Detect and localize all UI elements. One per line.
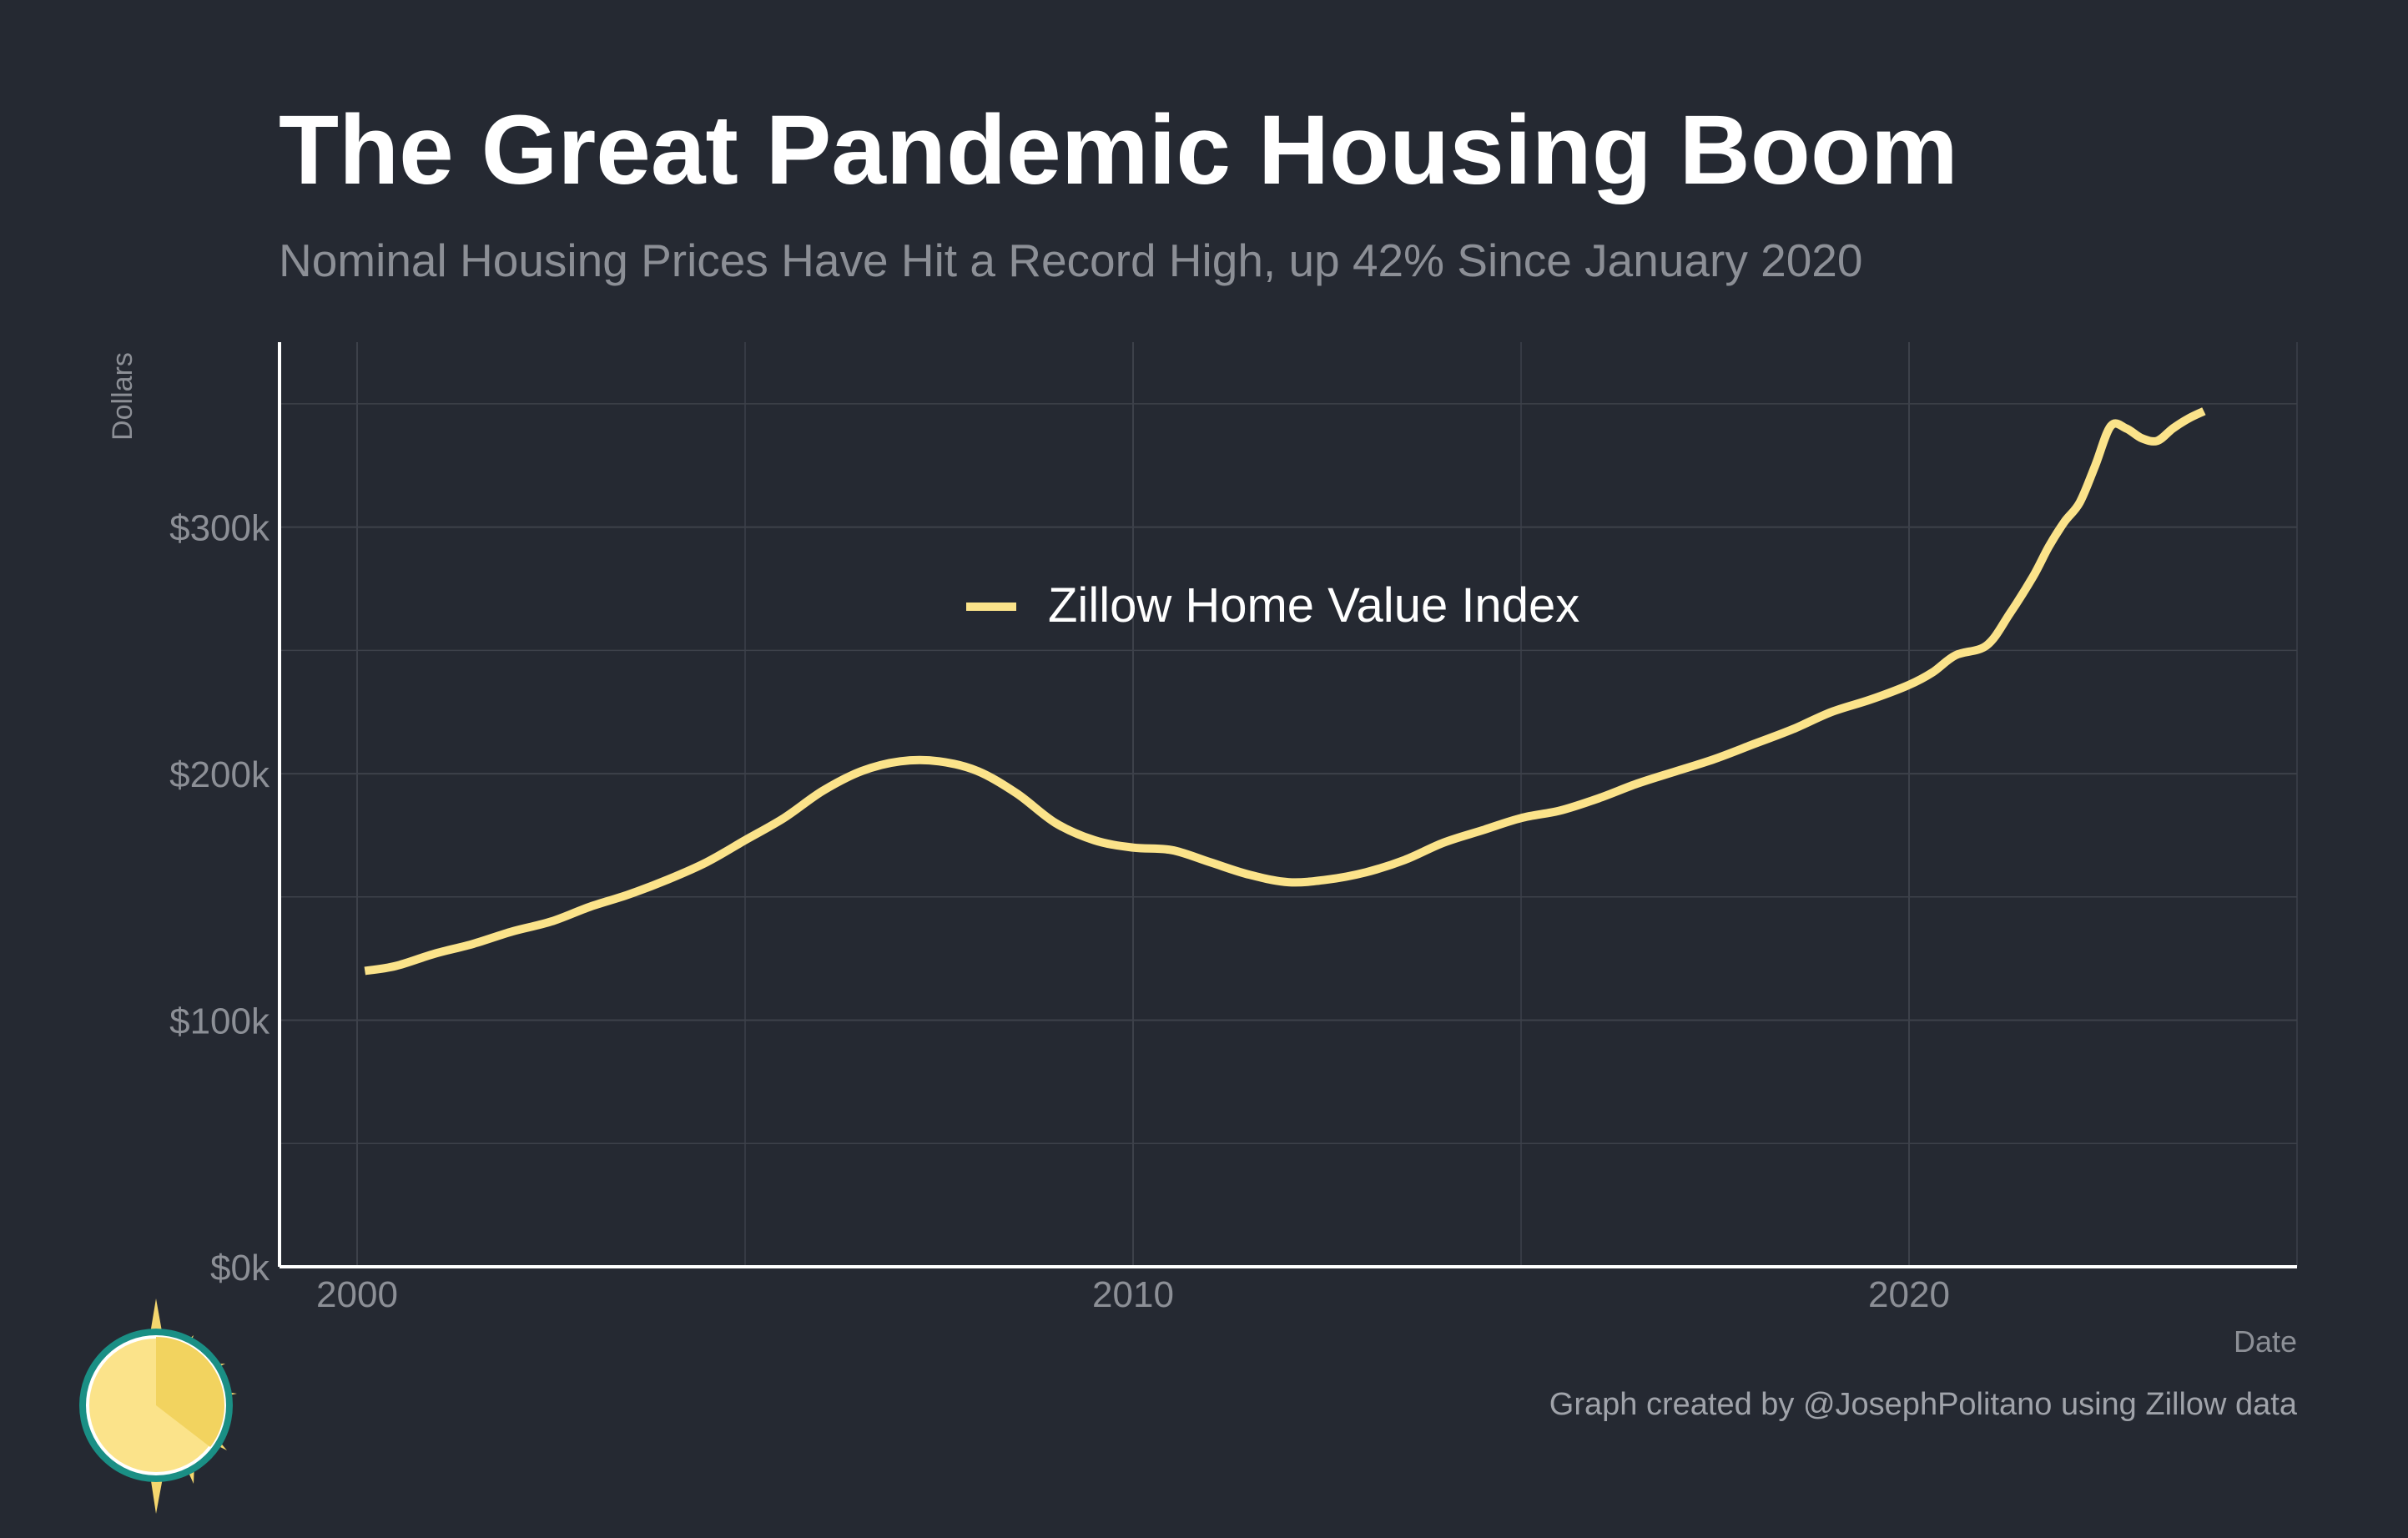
x-axis-label: Date: [2234, 1324, 2297, 1359]
x-tick-label: 2000: [316, 1274, 398, 1315]
y-tick-label: $100k: [169, 1001, 270, 1042]
source-caption: Graph created by @JosephPolitano using Z…: [1549, 1387, 2297, 1422]
chart-title: The Great Pandemic Housing Boom: [279, 95, 1958, 205]
y-axis-label: Dollars: [107, 352, 139, 441]
legend: Zillow Home Value Index: [966, 578, 1579, 633]
y-tick-label: $300k: [169, 508, 270, 549]
series: [364, 407, 2206, 976]
y-tick-label: $0k: [210, 1248, 270, 1288]
grid: [280, 342, 2298, 1267]
x-tick-label: 2020: [1868, 1274, 1950, 1315]
tick-labels: $0k $100k $200k $300k 2000 2010 2020: [169, 508, 1950, 1315]
y-tick-label: $200k: [169, 754, 270, 795]
series-line-zillow-home-value-index: [364, 407, 2206, 976]
x-tick-label: 2010: [1092, 1274, 1174, 1315]
sun-logo-icon: [79, 1298, 237, 1514]
legend-label: Zillow Home Value Index: [1048, 578, 1579, 633]
chart-subtitle: Nominal Housing Prices Have Hit a Record…: [279, 234, 1863, 286]
axes: [278, 342, 2297, 1268]
